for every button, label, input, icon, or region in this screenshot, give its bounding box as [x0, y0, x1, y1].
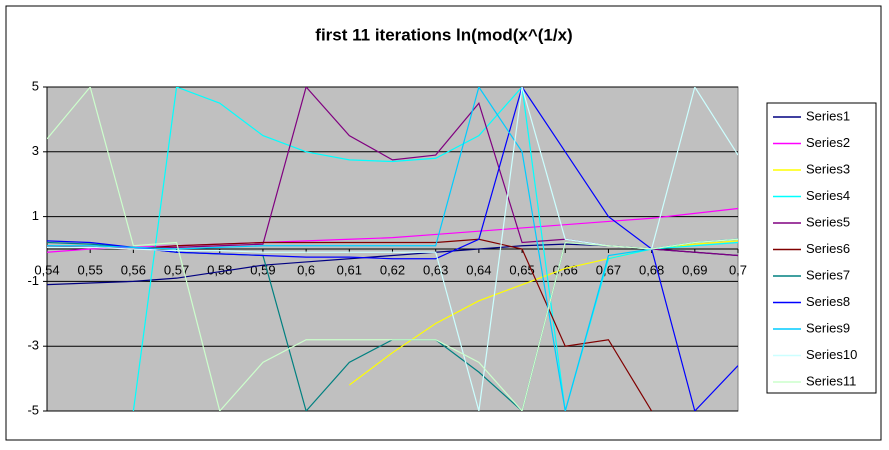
- x-tick-label: 0,63: [423, 262, 448, 277]
- legend-label: Series5: [806, 214, 850, 229]
- legend-label: Series1: [806, 108, 850, 123]
- series-line: [47, 87, 738, 411]
- legend-label: Series10: [806, 347, 857, 362]
- x-tick-label: 0,62: [380, 262, 405, 277]
- x-tick-label: 0,69: [682, 262, 707, 277]
- y-tick-label: -3: [27, 338, 39, 353]
- y-tick-label: -5: [27, 402, 39, 417]
- legend-label: Series8: [806, 294, 850, 309]
- x-tick-label: 0,56: [121, 262, 146, 277]
- legend-label: Series3: [806, 161, 850, 176]
- x-tick-label: 0,67: [596, 262, 621, 277]
- y-tick-label: 1: [32, 208, 39, 223]
- chart-title: first 11 iterations ln(mod(x^(1/x): [315, 25, 572, 44]
- y-tick-label: 3: [32, 143, 39, 158]
- series-line: [348, 240, 738, 386]
- y-tick-label: -1: [27, 273, 39, 288]
- legend-label: Series2: [806, 135, 850, 150]
- x-tick-label: 0,7: [729, 262, 747, 277]
- series-line: [47, 87, 738, 411]
- x-tick-label: 0,55: [78, 262, 103, 277]
- x-tick-label: 0,65: [509, 262, 534, 277]
- series-group: [47, 87, 738, 411]
- x-tick-label: 0,61: [337, 262, 362, 277]
- x-tick-label: 0,6: [297, 262, 315, 277]
- series-line: [132, 87, 738, 411]
- x-tick-label: 0,58: [207, 262, 232, 277]
- legend-label: Series4: [806, 188, 850, 203]
- legend-label: Series11: [806, 373, 856, 388]
- x-tick-label: 0,68: [639, 262, 664, 277]
- legend-label: Series6: [806, 241, 850, 256]
- legend-label: Series9: [806, 320, 850, 335]
- x-tick-label: 0,54: [34, 262, 59, 277]
- y-tick-label: 5: [32, 78, 39, 93]
- legend-label: Series7: [806, 267, 850, 282]
- legend: [766, 102, 877, 394]
- x-tick-label: 0,64: [466, 262, 491, 277]
